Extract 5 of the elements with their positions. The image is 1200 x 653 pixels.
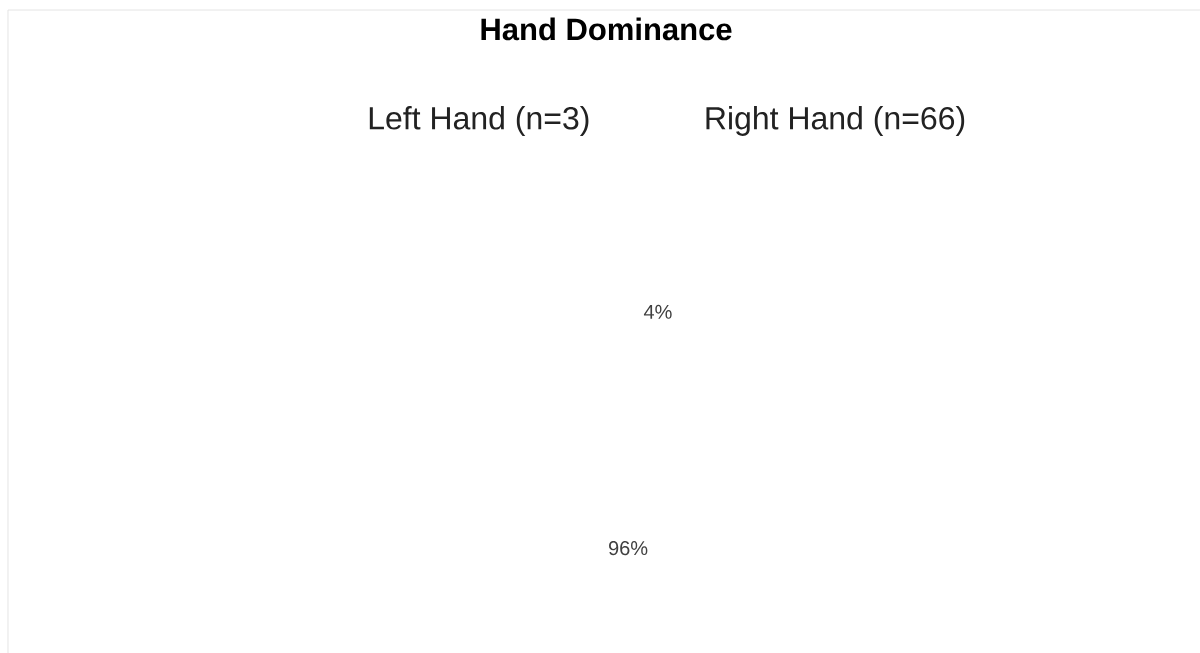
category-label: Right Hand (n=66) — [706, 106, 965, 136]
text: Hand Dominance — [481, 17, 732, 41]
data-label: 96% — [609, 541, 648, 556]
category-label: Left Hand (n=3) — [369, 106, 589, 136]
data-label: 4% — [643, 304, 672, 319]
